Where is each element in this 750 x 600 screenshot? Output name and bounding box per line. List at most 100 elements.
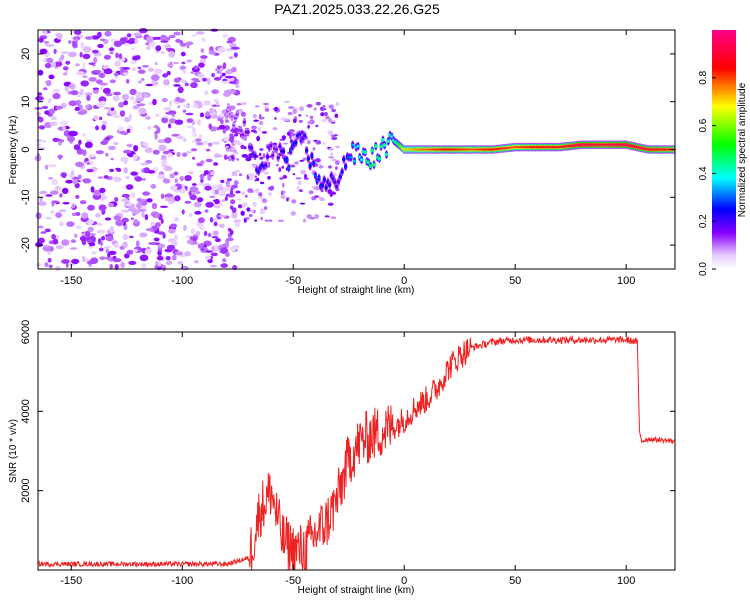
spectrogram-cell [254,219,258,222]
spectrogram-cell [84,36,94,40]
spectrogram-cell [133,32,143,36]
snr-x-ticks: -150 -100 -50 0 50 100 [60,332,635,587]
spectrogram-cell [217,65,222,69]
spectrogram-cell [126,143,133,148]
spectrogram-cell [51,200,60,204]
spectrogram-cell [327,130,334,136]
spectrogram-cell [141,211,145,218]
spectrogram-cell [225,145,230,149]
spectrogram-cell [156,255,164,261]
spectrogram-cell [139,28,148,34]
spectrogram-cell [209,217,214,223]
spectrogram-cell [71,258,80,265]
spectrogram-cell [168,201,173,205]
spectrogram-cell [307,124,310,129]
spectrogram-cell [189,213,193,217]
spectrogram-cell [262,153,266,159]
y-tick-label: 20 [20,48,32,60]
spectrogram-cell [214,238,221,243]
spectrogram-cell [161,50,165,55]
spectrogram-cell [124,43,131,46]
spectrogram-cell [218,124,226,130]
spectrogram-cell [174,119,184,125]
spectrogram-cell [299,106,304,112]
spectrogram-cell [240,144,245,150]
spectrogram-cell [190,82,198,89]
spectrogram-cell [88,77,97,82]
spectrogram-cell [119,37,128,44]
spectrogram-cell [131,47,135,51]
snr-panel: -150 -100 -50 0 50 100 2000 4000 6000 Height of… [8,320,676,596]
spectrogram-cell [197,73,205,79]
spectrogram-cell [115,52,119,59]
spectrogram-cell [58,154,62,160]
spectrogram-cell [153,213,160,219]
spectrogram-cell [295,177,302,180]
spectrogram-cell [44,228,51,233]
spectrogram-cell [230,189,234,195]
spectrogram-ridge-cell [232,124,236,127]
spectrogram-cell [200,178,204,183]
spectrogram-cell [137,103,146,107]
spectrogram-cell [145,160,153,164]
spectrogram-cell [309,119,312,125]
spectrogram-cell [219,202,223,206]
spectrogram-ridge-cell [384,153,389,156]
spectrogram-cell [283,142,288,145]
spectrogram-cell [173,84,181,87]
spectrogram-cell [287,111,293,116]
spectrogram-cell [200,55,208,60]
spectrogram-cell [100,38,105,42]
spectrogram-cell [298,189,303,193]
colorbar-tick-label: 0.0 [698,262,709,276]
spectrogram-cell [47,164,57,168]
spectrogram-cell [105,248,109,254]
spectrogram-cell [153,237,160,242]
spectrogram-cell [73,29,82,35]
spectrogram-cell [141,65,150,68]
spectrogram-cell [167,62,174,68]
spectrogram-ridge-cell [356,145,360,148]
spectrogram-cell [136,240,140,247]
spectrogram-cell [200,248,205,252]
spectrogram-cell [290,164,296,168]
spectrogram-cell [329,191,336,195]
spectrogram-cell [162,178,171,184]
spectrogram-cell [185,150,192,154]
spectrogram-cell [72,177,80,180]
spectrogram-ridge-cell [274,148,278,151]
spectrogram-cell [166,71,171,76]
spectrogram-cell [38,116,44,123]
spectrogram-cell [289,133,297,136]
spectrogram-cell [205,255,212,260]
spectrogram-cell [190,71,194,74]
y-tick-label: -20 [20,237,32,253]
spectrogram-cell [35,96,44,101]
spectrogram-cell [297,180,302,186]
spectrogram-cell [145,116,151,120]
spectrogram-cell [36,112,41,116]
spectrogram-cell [328,147,334,151]
spectrogram-cell [210,264,218,268]
spectrogram-ridge-cell [386,140,390,143]
spectrogram-cell [104,30,112,37]
spectrogram-cell [80,41,85,49]
spectrogram-cell [36,263,42,267]
spectrogram-cell [102,87,111,94]
spectrogram-cell [151,74,160,81]
spectrogram-cell [87,204,95,211]
spectrogram-cell [46,44,55,47]
spectrogram-cell [179,42,187,47]
spectrogram-cell [129,37,135,42]
spectrogram-cell [61,102,67,109]
spectrogram-ridge-cell [281,150,286,153]
spectrogram-cell [77,110,87,115]
spectrogram-cell [74,106,81,112]
spectrogram-cell [292,173,296,176]
spectrogram-cell [137,209,147,212]
spectrogram-cell [79,200,87,205]
spectrogram-cell [80,80,89,87]
spectrogram-cell [122,241,128,248]
spectrogram-cell [133,99,137,105]
spectrogram-cell [103,175,109,179]
